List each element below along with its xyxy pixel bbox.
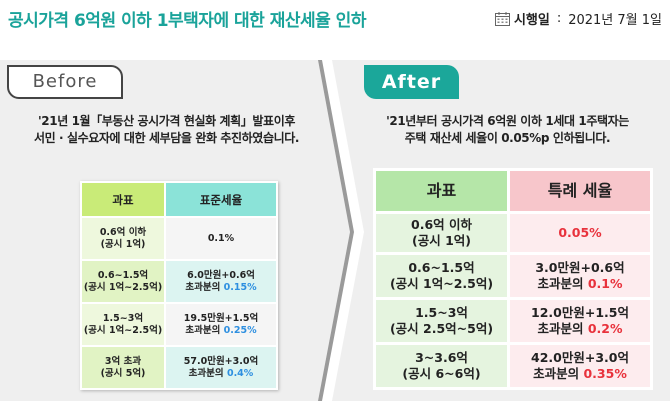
rate-line: 초과분의 0.1% [510,276,650,292]
after-rate-table: 과표 특례 세율 0.6억 이하 (공시 1억) 0.05% 0.6~1.5억 (공… [373,168,653,390]
base-line: (공시 2.5억~5억) [389,321,494,336]
rate-line: 42.0만원+3.0억 [531,350,629,365]
base-line: (공시 5억) [100,367,146,379]
date-label: 시행일 [513,13,550,28]
base-cell: 3억 초과 (공시 5억) [82,347,164,388]
rate-prefix: 초과분의 [533,366,584,381]
date-separator: : [556,11,562,26]
base-cell: 0.6억 이하 (공시 1억) [376,214,507,252]
rate-cell: 0.1% [166,218,276,259]
rate-line: 초과분의 0.15% [166,282,276,294]
rate-cell: 42.0만원+3.0억 초과분의 0.35% [510,345,650,387]
date-value: 2021년 7월 1일 [568,13,662,28]
rate-prefix: 초과분의 [185,281,224,293]
rate-line: 3.0만원+0.6억 [535,260,625,275]
effective-date: 시행일 : 2021년 7월 1일 [494,9,662,28]
rate-prefix: 초과분의 [185,324,224,336]
before-desc-line2: 서민 · 실수요자에 대한 세부담을 완화 추진하였습니다. [33,131,300,145]
after-desc-line1: '21년부터 공시가격 6억원 이하 1세대 1주택자는 [386,114,629,128]
rate-line: 6.0만원+0.6억 [187,269,255,281]
rate-prefix: 초과분의 [537,276,588,291]
rate-percent: 0.4% [226,367,254,379]
rate-line: 초과분의 0.35% [510,366,650,382]
base-line: 0.6억 이하 [411,217,472,232]
base-line: (공시 1억) [100,238,146,250]
rate-percent: 0.2% [587,321,623,336]
after-description: '21년부터 공시가격 6억원 이하 1세대 1주택자는 주택 재산세 세율이 … [345,113,670,147]
base-line: 0.6~1.5억 [97,269,149,281]
table-row: 0.6~1.5억 (공시 1억~2.5억) 6.0만원+0.6억 초과분의 0.15… [82,261,276,302]
base-cell: 0.6억 이하 (공시 1억) [82,218,164,259]
rate-line: 12.0만원+1.5억 [531,305,629,320]
before-rate-table: 과표 표준세율 0.6억 이하 (공시 1억) 0.1% 0.6~1.5억 (공시 … [80,181,278,390]
table-row: 1.5~3억 (공시 1억~2.5억) 19.5만원+1.5억 초과분의 0.25% [82,304,276,345]
table-row: 1.5~3억 (공시 2.5억~5억) 12.0만원+1.5억 초과분의 0.2% [376,300,650,342]
rate-percent: 0.35% [583,366,627,381]
rate-line: 57.0만원+3.0억 [183,355,259,367]
base-cell: 1.5~3억 (공시 2.5억~5억) [376,300,507,342]
rate-line: 초과분의 0.2% [510,321,650,337]
base-line: (공시 6~6억) [402,366,481,381]
base-cell: 3~3.6억 (공시 6~6억) [376,345,507,387]
rate-cell: 6.0만원+0.6억 초과분의 0.15% [166,261,276,302]
rate-line: 초과분의 0.4% [166,368,276,380]
before-header-base: 과표 [82,183,164,216]
rate-percent: 0.25% [223,324,257,336]
table-row: 0.6~1.5억 (공시 1억~2.5억) 3.0만원+0.6억 초과분의 0.1% [376,255,650,297]
base-cell: 0.6~1.5억 (공시 1억~2.5억) [82,261,164,302]
rate-cell: 3.0만원+0.6억 초과분의 0.1% [510,255,650,297]
table-row: 3억 초과 (공시 5억) 57.0만원+3.0억 초과분의 0.4% [82,347,276,388]
table-row: 0.6억 이하 (공시 1억) 0.05% [376,214,650,252]
rate-percent: 0.15% [223,281,257,293]
after-header-rate: 특례 세율 [510,171,650,211]
page-title: 공시가격 6억원 이하 1부택자에 대한 재산세율 인하 [8,11,366,31]
before-description: '21년 1월「부동산 공시가격 현실화 계획」발표이후 서민 · 실수요자에 … [0,113,333,147]
base-cell: 0.6~1.5억 (공시 1억~2.5억) [376,255,507,297]
base-line: (공시 1억) [412,233,471,248]
base-cell: 1.5~3억 (공시 1억~2.5억) [82,304,164,345]
rate-cell: 0.05% [510,214,650,252]
before-header-rate: 표준세율 [166,183,276,216]
base-line: (공시 1억~2.5억) [83,324,163,336]
rate-cell: 19.5만원+1.5억 초과분의 0.25% [166,304,276,345]
base-line: 1.5~3억 [415,305,468,320]
base-line: (공시 1억~2.5억) [83,281,163,293]
base-line: 1.5~3억 [102,312,144,324]
rate-cell: 12.0만원+1.5억 초과분의 0.2% [510,300,650,342]
rate-cell: 57.0만원+3.0억 초과분의 0.4% [166,347,276,388]
base-line: 3억 초과 [104,355,142,367]
after-header-base: 과표 [376,171,507,211]
base-line: 0.6억 이하 [99,226,147,238]
rate-percent: 0.1% [587,276,623,291]
calendar-icon [494,11,510,26]
table-row: 3~3.6억 (공시 6~6억) 42.0만원+3.0억 초과분의 0.35% [376,345,650,387]
chevron-divider-icon [318,60,364,401]
rate-percent: 0.05% [558,225,602,240]
base-line: 0.6~1.5억 [408,260,475,275]
table-row: 0.6억 이하 (공시 1억) 0.1% [82,218,276,259]
before-tag: Before [7,65,123,99]
after-tag: After [364,65,459,99]
base-line: (공시 1억~2.5억) [389,276,494,291]
rate-prefix: 초과분의 [537,321,588,336]
rate-line: 초과분의 0.25% [166,325,276,337]
before-desc-line1: '21년 1월「부동산 공시가격 현실화 계획」발표이후 [38,114,295,128]
after-desc-line2: 주택 재산세 세율이 0.05%p 인하됩니다. [404,131,611,145]
rate-line: 19.5만원+1.5억 [183,312,259,324]
base-line: 3~3.6억 [415,350,468,365]
rate-line: 0.1% [207,232,235,244]
rate-prefix: 초과분의 [188,367,227,379]
